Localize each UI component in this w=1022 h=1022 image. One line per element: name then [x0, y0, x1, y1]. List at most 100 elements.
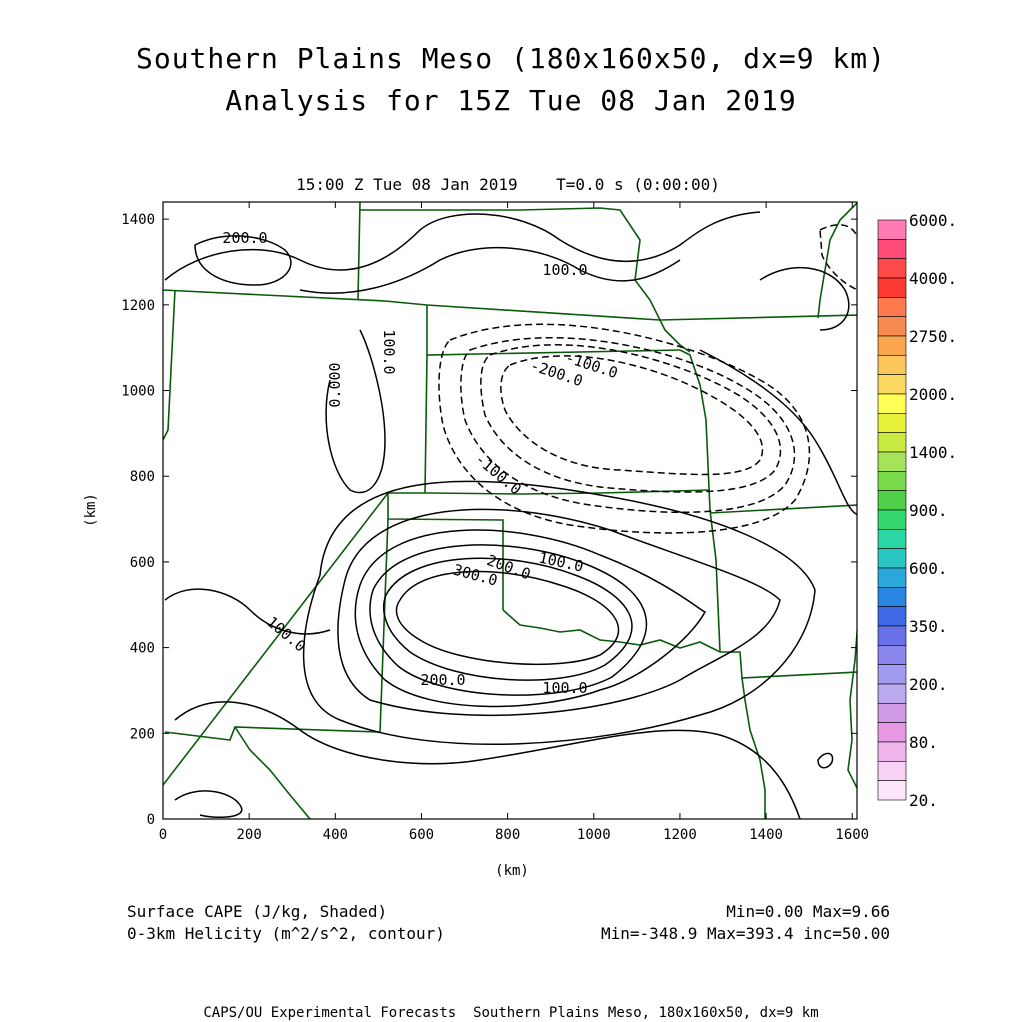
border-ok-panhandle	[387, 493, 504, 610]
colorbar-swatch	[877, 432, 907, 453]
colorbar-swatch	[877, 239, 907, 259]
colorbar-label: 20.	[909, 791, 938, 810]
helicity-contours	[164, 211, 857, 819]
border-ne-sd	[357, 202, 361, 300]
x-tick-label: 800	[495, 827, 520, 843]
x-tick-label: 200	[237, 827, 262, 843]
contour-label: 100.0	[542, 679, 587, 697]
footer-credit: CAPS/OU Experimental Forecasts Southern …	[203, 1005, 819, 1021]
border-tx-mex	[234, 726, 311, 819]
y-tick-label: 1400	[121, 212, 155, 228]
x-tick-label: 600	[409, 827, 434, 843]
contour-zero-east	[699, 349, 857, 516]
y-tick-label: 1200	[121, 298, 155, 314]
colorbar-swatch	[877, 625, 907, 646]
colorbar-swatch	[877, 606, 907, 627]
colorbar-swatch	[877, 355, 907, 375]
colorbar-label: 4000.	[909, 269, 957, 288]
border-miss-river-south	[847, 622, 857, 790]
contour-southwest-small	[174, 790, 243, 819]
colorbar-swatch	[877, 548, 907, 569]
colorbar-swatch	[877, 761, 907, 781]
contour-positive-100	[337, 508, 781, 717]
border-mo-west	[659, 319, 691, 353]
colorbar-swatch	[877, 471, 907, 491]
x-tick-label: 1200	[663, 827, 697, 843]
contour-zero-north	[164, 211, 761, 281]
y-tick-label: 800	[130, 469, 155, 485]
colorbar-swatch	[877, 780, 907, 801]
colorbar-label: 2750.	[909, 327, 957, 346]
legend-cape: Surface CAPE (J/kg, Shaded)	[127, 902, 388, 921]
colorbar-label: 1400.	[909, 443, 957, 462]
border-sabine	[741, 677, 766, 819]
border-ks-west	[424, 354, 428, 494]
y-tick-label: 400	[130, 641, 155, 657]
colorbar-swatch	[877, 258, 907, 279]
colorbar-swatch	[877, 645, 907, 665]
valid-time: 15:00 Z Tue 08 Jan 2019 T=0.0 s (0:00:00…	[296, 175, 720, 194]
border-ut-west	[163, 289, 176, 441]
colorbar-swatch	[877, 277, 907, 298]
colorbar-swatch	[877, 722, 907, 743]
contour-zero-west	[325, 329, 386, 494]
contour-label: 100.0	[380, 329, 398, 374]
colorbar-swatch	[877, 374, 907, 395]
colorbar-label: 80.	[909, 733, 938, 752]
colorbar-swatch	[877, 393, 907, 414]
title-line-2: Analysis for 15Z Tue 08 Jan 2019	[225, 84, 797, 117]
x-tick-label: 1000	[577, 827, 611, 843]
border-co-nm-line	[163, 489, 711, 786]
legend-cape-range: Min=0.00 Max=9.66	[726, 902, 890, 921]
y-tick-label: 600	[130, 555, 155, 571]
contour-label: 100.0	[537, 549, 585, 576]
border-ne-ks-top	[360, 207, 661, 321]
contour-positive-050	[302, 480, 816, 745]
colorbar-swatch	[877, 529, 907, 549]
state-borders	[163, 202, 857, 819]
colorbar-swatch	[877, 297, 907, 317]
x-tick-label: 1600	[835, 827, 869, 843]
border-mo-north	[659, 314, 857, 321]
legend-helicity-range: Min=-348.9 Max=393.4 inc=50.00	[601, 924, 890, 943]
contour-labels: 200.0 100.0 100.0 0.000 -100.0 -200.0 -1…	[222, 229, 620, 697]
contour-negative-east	[819, 224, 857, 291]
y-tick-label: 1000	[121, 384, 155, 400]
colorbar-label: 2000.	[909, 385, 957, 404]
colorbar-swatch	[877, 509, 907, 530]
contour-label: 200.0	[222, 229, 267, 247]
border-ok-east	[679, 349, 721, 653]
contour-negative-100	[460, 336, 796, 514]
legend-helicity: 0-3km Helicity (m^2/s^2, contour)	[127, 924, 445, 943]
y-axis-label: (km)	[83, 493, 99, 527]
colorbar-swatch	[877, 335, 907, 356]
contour-positive-250	[382, 557, 633, 681]
contour-negative-150	[480, 344, 782, 493]
colorbar-swatch	[877, 587, 907, 607]
x-axis-label: (km)	[495, 863, 529, 879]
contour-label: 200.0	[420, 671, 465, 689]
colorbar-swatch	[877, 451, 907, 472]
colorbar-swatch	[877, 683, 907, 704]
colorbar-label: 6000.	[909, 211, 957, 230]
contour-negative-050	[438, 323, 811, 534]
contour-east-small	[817, 752, 834, 769]
border-mississippi	[817, 202, 857, 319]
colorbar-swatch	[877, 567, 907, 588]
contour-positive-200	[369, 544, 648, 696]
colorbar-swatch	[877, 664, 907, 685]
contour-north-100	[299, 246, 681, 294]
contour-negative-200	[500, 355, 764, 476]
colorbar-swatch	[877, 490, 907, 511]
x-tick-label: 0	[159, 827, 167, 843]
x-tick-label: 400	[323, 827, 348, 843]
colorbar-label: 350.	[909, 617, 948, 636]
title-line-1: Southern Plains Meso (180x160x50, dx=9 k…	[135, 42, 886, 75]
contour-label: 100.0	[542, 261, 587, 279]
colorbar-swatch	[877, 316, 907, 337]
y-tick-label: 200	[130, 726, 155, 742]
x-tick-label: 1400	[749, 827, 783, 843]
contour-northeast	[759, 267, 850, 331]
x-axis: 0 200 400 600 800 1000 1200 1400 1600	[159, 202, 869, 843]
